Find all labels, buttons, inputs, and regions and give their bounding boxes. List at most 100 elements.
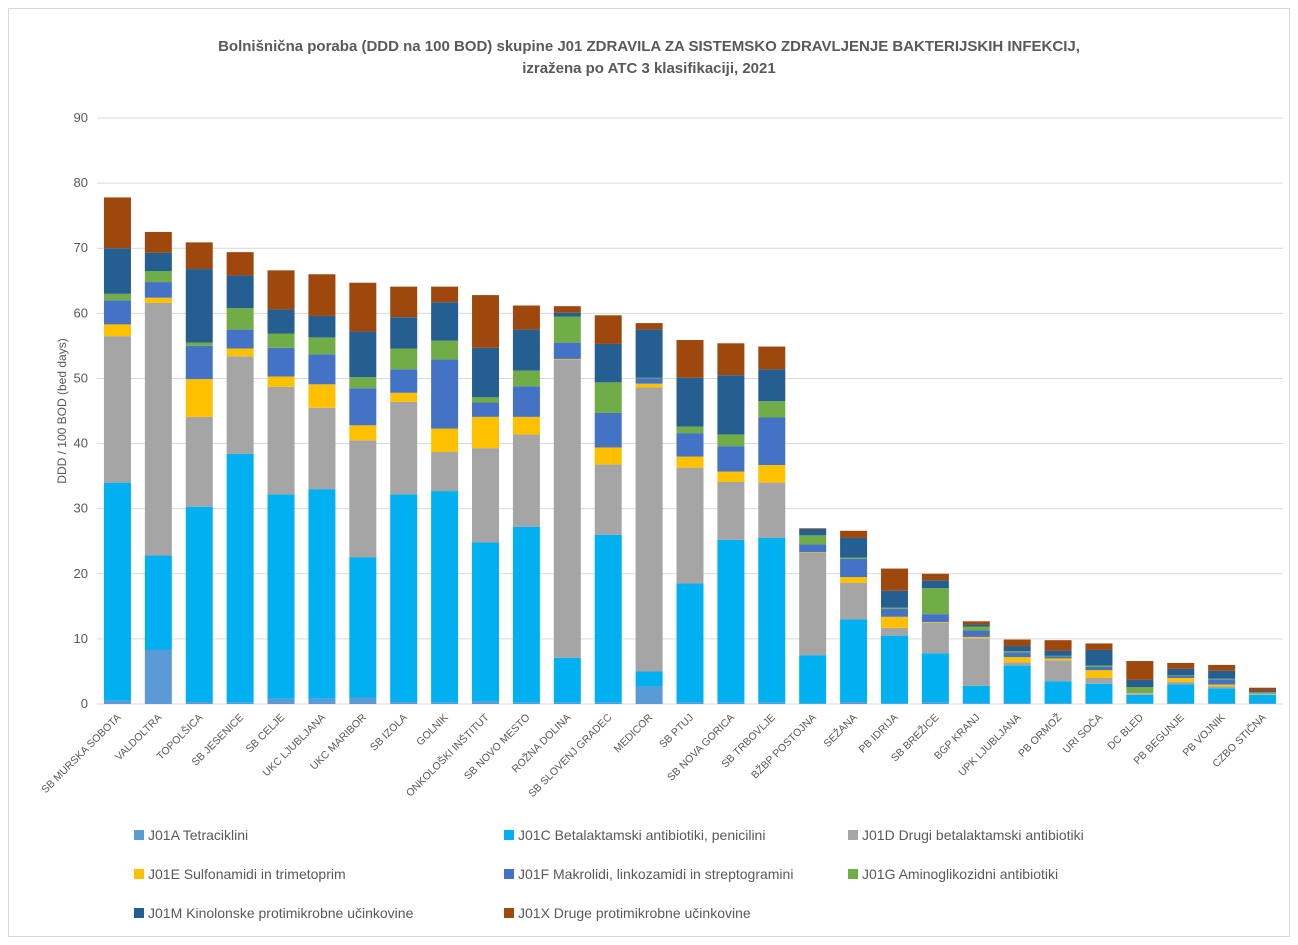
legend-swatch [134,869,144,879]
bar-segment [962,624,990,627]
bar-segment [308,315,336,338]
bar-stack [594,315,622,704]
bar-segment [267,386,295,495]
bar-segment [921,588,949,615]
bar-segment [103,293,131,301]
bar-segment [594,447,622,465]
bar-segment [431,359,459,429]
legend-item: J01C Betalaktamski antibiotiki, penicili… [504,827,765,843]
bar-segment [758,401,786,418]
bar-segment [921,573,949,581]
bar-segment [758,346,786,370]
bar-segment [1003,639,1031,647]
y-tick-label: 40 [74,436,88,451]
bar-segment [431,428,459,453]
bar-segment [185,342,213,346]
bar-segment [185,416,213,507]
bar-segment [758,537,786,703]
bar-segment [472,701,500,704]
bar-segment [308,354,336,385]
bar-segment [840,558,868,578]
bar-segment [1249,693,1277,695]
bar-segment [921,622,949,654]
bar-segment [512,702,540,704]
bar-segment [758,465,786,483]
y-tick-label: 20 [74,566,88,581]
bar-stack [840,530,868,704]
bar-segment [962,621,990,625]
bar-segment [226,356,254,454]
bar-segment [390,348,418,370]
bar-segment [308,407,336,490]
y-tick-label: 0 [81,696,88,711]
bar-segment [717,375,745,435]
bar-segment [553,342,581,359]
bar-segment [103,336,131,483]
bar-segment [226,702,254,704]
bar-segment [840,702,868,704]
bar-segment [185,702,213,704]
bar-segment [676,456,704,468]
bar-stack [308,274,336,704]
bar-segment [635,323,663,330]
bar-segment [103,324,131,337]
bar-segment [390,702,418,704]
bar-segment [553,359,581,658]
bar-segment [594,382,622,413]
bar-segment [717,343,745,376]
bar-segment [758,482,786,538]
bar-segment [676,467,704,584]
bar-stack [431,286,459,704]
bar-stack [1126,661,1154,704]
bar-segment [1167,662,1195,669]
bar-stack [185,242,213,704]
bar-segment [226,329,254,349]
bar-segment [717,446,745,472]
bar-segment [308,274,336,316]
bar-segment [1085,649,1113,666]
legend-item: J01X Druge protimikrobne učinkovine [504,905,751,921]
bar-segment [1044,681,1072,704]
legend-label: J01X Druge protimikrobne učinkovine [518,905,751,921]
bar-segment [717,702,745,704]
bar-segment [758,369,786,402]
bar-segment [1167,675,1195,677]
bar-segment [267,376,295,387]
legend-label: J01F Makrolidi, linkozamidi in streptogr… [518,866,794,882]
bar-segment [144,252,172,272]
bar-segment [1003,657,1031,663]
x-tick-label: SB MURSKA SOBOTA [39,712,123,796]
bar-segment [1044,660,1072,682]
bar-segment [840,582,868,620]
bar-segment [1126,687,1154,693]
bar-segment [1126,661,1154,680]
x-tick-label: URI SOČA [1060,711,1105,756]
bar-segment [349,388,377,426]
bar-segment [840,577,868,583]
x-tick-label: GOLNIK [414,712,451,749]
bar-segment [308,698,336,704]
bar-stack [390,286,418,704]
legend-label: J01D Drugi betalaktamski antibiotiki [862,827,1084,843]
x-tick-label: PB ORMOŽ [1015,711,1064,760]
bar-segment [144,271,172,283]
bar-segment [880,568,908,591]
bar-segment [1249,690,1277,693]
bar-segment [390,286,418,318]
bar-segment [1208,670,1236,679]
bar-segment [349,440,377,558]
bar-segment [799,544,827,553]
bar-segment [676,426,704,434]
bar-segment [1208,678,1236,680]
x-tick-label: SB IZOLA [368,712,410,754]
bar-segment [390,401,418,495]
bar-stack [962,621,990,704]
bar-segment [840,557,868,559]
bar-segment [840,619,868,703]
bar-segment [880,590,908,608]
bar-segment [390,494,418,703]
bar-segment [1085,703,1113,704]
bar-segment [635,686,663,704]
bar-segment [1208,703,1236,704]
bar-stack [921,573,949,704]
